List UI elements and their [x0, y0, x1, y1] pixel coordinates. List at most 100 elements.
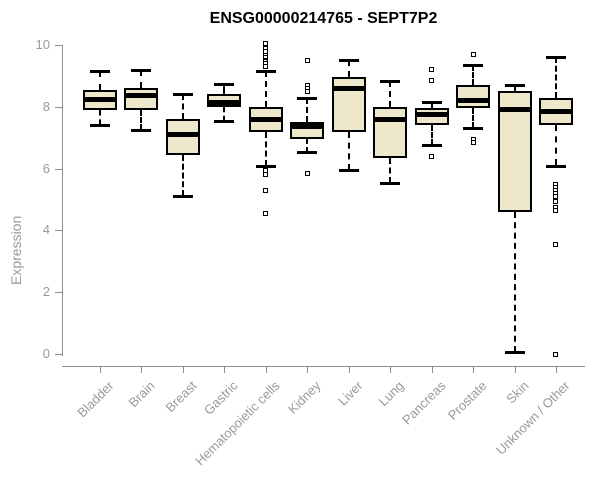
outlier-point: [470, 51, 476, 57]
outlier-point: [553, 351, 559, 357]
chart-title: ENSG00000214765 - SEPT7P2: [209, 10, 438, 27]
median-line: [375, 116, 406, 122]
upper-whisker-cap: [463, 64, 484, 68]
outlier-point: [429, 67, 435, 73]
outlier-point: [263, 48, 269, 54]
upper-whisker-cap: [172, 93, 193, 97]
outlier-point: [263, 210, 269, 216]
x-axis-tick: [100, 366, 101, 373]
median-line: [416, 112, 447, 118]
lower-whisker-cap: [463, 127, 484, 131]
lower-whisker-cap: [380, 181, 401, 185]
outlier-point: [263, 172, 269, 178]
x-axis-tick: [141, 366, 143, 373]
upper-whisker: [306, 97, 309, 123]
lower-whisker-cap: [504, 351, 525, 355]
upper-whisker: [347, 60, 350, 78]
y-axis-tick: [55, 292, 62, 294]
y-axis-tick: [55, 230, 62, 232]
outlier-point: [304, 170, 310, 176]
y-axis-tick: [55, 106, 62, 108]
x-axis-tick: [224, 366, 226, 373]
outlier-point: [429, 78, 435, 84]
outlier-point: [553, 193, 559, 199]
y-axis-tick: [55, 354, 62, 355]
y-tick-label: 0: [42, 346, 50, 361]
upper-whisker: [513, 85, 516, 92]
lower-whisker: [513, 211, 516, 353]
upper-whisker: [181, 94, 184, 120]
lower-whisker: [223, 106, 226, 121]
upper-whisker: [389, 80, 392, 107]
lower-whisker-cap: [131, 128, 152, 132]
median-line: [209, 99, 240, 105]
lower-whisker: [181, 154, 184, 197]
y-axis-tick: [55, 168, 62, 170]
upper-whisker: [554, 57, 557, 98]
y-tick-label: 10: [35, 37, 50, 52]
outlier-point: [263, 64, 269, 70]
lower-whisker: [99, 109, 101, 126]
outlier-point: [304, 88, 310, 94]
lower-whisker: [554, 125, 557, 166]
lower-whisker-cap: [421, 144, 442, 148]
lower-whisker-cap: [545, 164, 566, 168]
median-line: [126, 93, 157, 99]
median-line: [292, 124, 323, 130]
lower-whisker: [430, 125, 433, 146]
x-axis-tick: [431, 366, 433, 373]
lower-whisker-cap: [90, 124, 110, 128]
upper-whisker-cap: [297, 96, 318, 100]
box-lung: [373, 106, 408, 158]
lower-whisker-cap: [255, 164, 276, 168]
lower-whisker: [347, 131, 350, 171]
outlier-point: [553, 241, 559, 247]
outlier-point: [429, 153, 435, 159]
y-tick-label: 4: [42, 222, 50, 238]
upper-whisker: [472, 65, 475, 86]
outlier-point: [263, 40, 269, 46]
upper-whisker: [140, 69, 143, 89]
y-axis-tick: [55, 45, 62, 46]
outlier-point: [304, 57, 310, 63]
y-tick-label: 2: [42, 284, 50, 300]
upper-whisker-cap: [380, 79, 401, 83]
upper-whisker-cap: [504, 84, 525, 88]
y-tick-label: 8: [42, 98, 50, 114]
x-axis-tick: [348, 366, 350, 373]
x-axis-tick: [182, 366, 184, 373]
lower-whisker: [264, 131, 267, 166]
lower-whisker-cap: [214, 119, 235, 123]
upper-whisker: [99, 71, 101, 90]
median-line: [333, 85, 364, 91]
lower-whisker: [472, 108, 475, 129]
box-prostate: [456, 85, 491, 109]
x-axis-tick: [307, 366, 309, 373]
y-tick-label: 6: [42, 160, 50, 176]
median-line: [85, 96, 115, 102]
median-line: [458, 98, 489, 104]
x-axis-tick: [473, 366, 475, 373]
x-axis-tick: [555, 366, 557, 373]
lower-whisker: [140, 109, 143, 130]
lower-whisker-cap: [338, 169, 359, 173]
upper-whisker-cap: [90, 70, 110, 74]
outlier-point: [470, 139, 476, 145]
upper-whisker: [430, 102, 433, 109]
upper-whisker-cap: [545, 56, 566, 60]
lower-whisker-cap: [297, 150, 318, 154]
box-brain: [124, 88, 159, 110]
upper-whisker-cap: [214, 82, 235, 86]
upper-whisker-cap: [338, 59, 359, 63]
median-line: [540, 108, 571, 114]
outlier-point: [263, 187, 269, 193]
outlier-point: [263, 167, 269, 173]
upper-whisker: [223, 83, 226, 95]
median-line: [250, 116, 281, 122]
outlier-point: [553, 207, 559, 213]
lower-whisker: [389, 157, 392, 183]
outlier-point: [553, 198, 559, 204]
lower-whisker-cap: [172, 195, 193, 199]
y-axis-line: [62, 45, 63, 356]
